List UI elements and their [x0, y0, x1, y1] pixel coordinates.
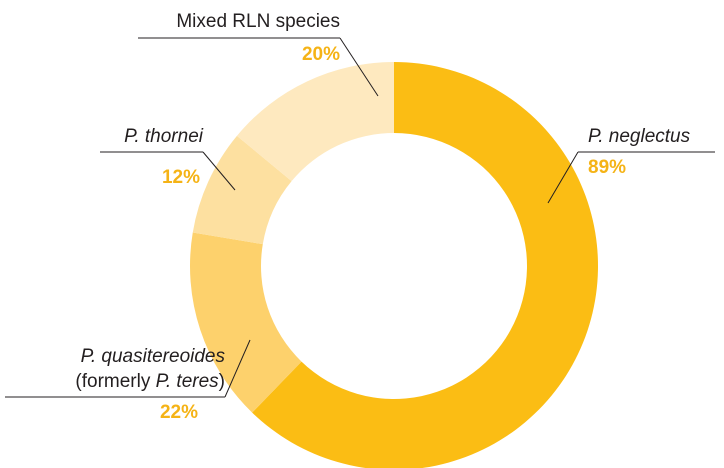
- donut-slice: [236, 62, 394, 182]
- leader-line: [339, 37, 379, 97]
- leader-line: [224, 339, 251, 398]
- donut-slice: [189, 232, 302, 413]
- leader-line: [547, 151, 579, 204]
- leader-line: [202, 151, 236, 191]
- value-label: 22%: [160, 402, 198, 423]
- donut-slice: [252, 62, 598, 468]
- slice-label: P. neglectus: [588, 126, 691, 147]
- slice-label: P. thornei: [124, 126, 204, 147]
- slice-label: P. quasitereoides: [81, 346, 226, 367]
- slice-label: Mixed RLN species: [176, 11, 340, 32]
- slice-label: (formerly P. teres): [75, 371, 225, 392]
- value-label: 12%: [162, 167, 200, 188]
- donut-slice: [192, 135, 292, 245]
- value-label: 20%: [302, 44, 340, 65]
- value-label: 89%: [588, 157, 626, 178]
